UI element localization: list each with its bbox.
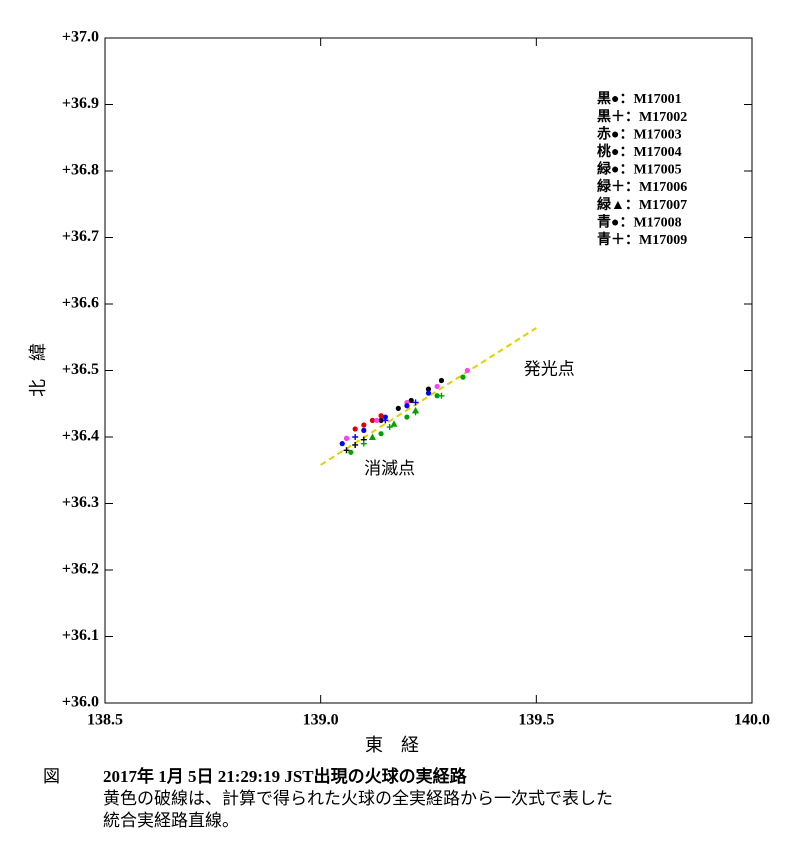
y-tick-label: +36.4 bbox=[62, 428, 99, 445]
legend-entry: 桃●：M17004 bbox=[597, 143, 682, 160]
y-tick-label: +36.8 bbox=[62, 162, 99, 179]
y-tick-label: +36.9 bbox=[62, 95, 99, 112]
legend-entry: 緑●：M17005 bbox=[597, 161, 682, 178]
y-tick-label: +36.5 bbox=[62, 361, 99, 378]
point bbox=[369, 417, 376, 423]
caption-line: 統合実経路直線。 bbox=[103, 811, 239, 830]
point bbox=[434, 383, 440, 390]
point bbox=[460, 374, 466, 380]
point bbox=[378, 413, 384, 419]
point bbox=[404, 403, 410, 409]
legend-entry: 緑＋：M17006 bbox=[597, 178, 687, 195]
point bbox=[352, 441, 359, 448]
point bbox=[382, 414, 388, 420]
point bbox=[412, 406, 420, 414]
point bbox=[412, 399, 419, 406]
point bbox=[374, 417, 380, 423]
x-axis-label: 東 経 bbox=[365, 735, 419, 755]
point bbox=[382, 417, 389, 424]
point bbox=[425, 390, 432, 396]
y-axis-label: 北 緯 bbox=[28, 343, 48, 397]
point bbox=[360, 440, 367, 447]
caption-line: 黄色の破線は、計算で得られた火球の全実経路から一次式で表した bbox=[103, 789, 613, 808]
point bbox=[434, 393, 440, 399]
legend-entry: 青●：M17008 bbox=[597, 213, 682, 230]
annotation: 消滅点 bbox=[364, 459, 415, 478]
point bbox=[343, 447, 350, 454]
x-tick-label: 139.0 bbox=[303, 712, 339, 729]
point bbox=[361, 422, 367, 428]
point bbox=[348, 449, 354, 455]
y-tick-label: +36.0 bbox=[62, 694, 99, 711]
point bbox=[352, 426, 358, 432]
x-tick-label: 140.0 bbox=[734, 712, 770, 729]
point bbox=[343, 435, 350, 441]
point bbox=[378, 431, 384, 437]
x-tick-label: 138.5 bbox=[87, 712, 123, 729]
y-tick-label: +36.2 bbox=[62, 561, 99, 578]
y-tick-label: +36.3 bbox=[62, 494, 99, 511]
point bbox=[464, 367, 470, 374]
caption-line: 2017年 1月 5日 21:29:19 JST出現の火球の実経路 bbox=[103, 766, 468, 786]
y-tick-label: +36.7 bbox=[62, 228, 99, 245]
point bbox=[438, 377, 445, 384]
caption-label: 図 bbox=[43, 767, 60, 786]
fit-line bbox=[320, 327, 537, 466]
point bbox=[438, 392, 445, 399]
point bbox=[386, 424, 393, 431]
point bbox=[352, 434, 359, 440]
point bbox=[361, 427, 367, 433]
y-tick-label: +36.6 bbox=[62, 295, 99, 312]
y-tick-label: +36.1 bbox=[62, 627, 99, 644]
x-tick-label: 139.5 bbox=[518, 712, 554, 729]
point bbox=[404, 414, 410, 420]
legend-entry: 青＋：M17009 bbox=[597, 231, 687, 248]
legend-entry: 緑▲：M17007 bbox=[597, 196, 687, 213]
point bbox=[425, 386, 432, 392]
point bbox=[339, 441, 345, 447]
annotation: 発光点 bbox=[524, 359, 575, 378]
point bbox=[390, 420, 398, 427]
legend-entry: 黒＋：M17002 bbox=[597, 109, 687, 125]
y-tick-label: +37.0 bbox=[62, 29, 99, 46]
point bbox=[368, 433, 376, 440]
point bbox=[378, 417, 384, 423]
legend-entry: 赤●：M17003 bbox=[597, 126, 682, 142]
point bbox=[408, 397, 414, 404]
point bbox=[395, 405, 401, 412]
legend-entry: 黒●：M17001 bbox=[597, 91, 682, 107]
